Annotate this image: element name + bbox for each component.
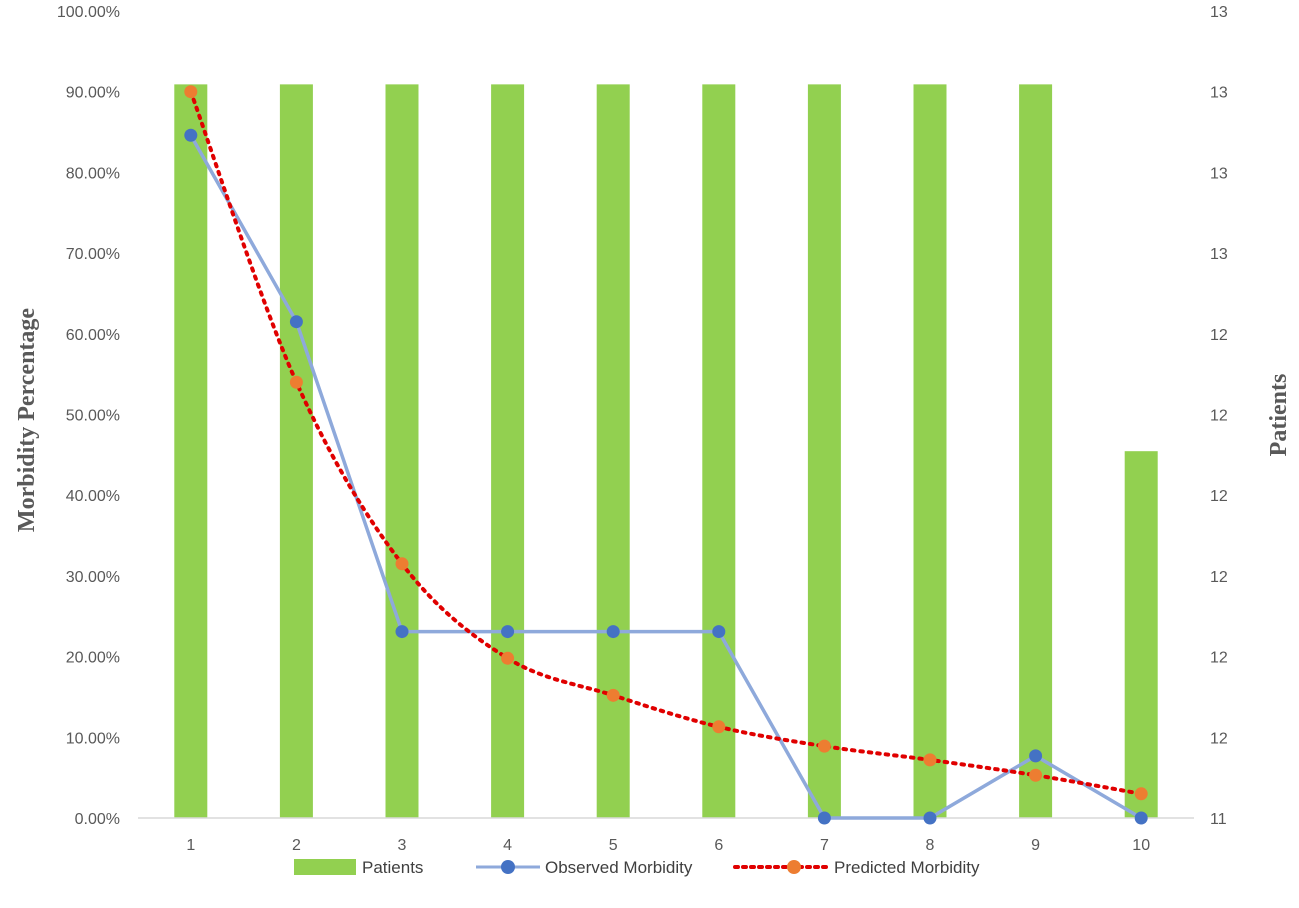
predicted-morbidity-point bbox=[817, 739, 831, 753]
x-axis-tick-label: 7 bbox=[820, 837, 829, 854]
predicted-morbidity-line bbox=[188, 89, 1144, 796]
x-axis-tick-label: 6 bbox=[714, 837, 723, 854]
right-axis-tick-label: 12 bbox=[1210, 327, 1228, 344]
patients-bar bbox=[913, 84, 947, 818]
observed-morbidity-point bbox=[1134, 811, 1148, 825]
left-axis-tick-label: 80.00% bbox=[66, 165, 120, 182]
patients-bar bbox=[1019, 84, 1053, 818]
predicted-morbidity-point bbox=[1029, 768, 1043, 782]
patients-bar bbox=[174, 84, 208, 818]
patients-bar bbox=[491, 84, 525, 818]
predicted-morbidity-point bbox=[395, 557, 409, 571]
observed-morbidity-series bbox=[184, 128, 1148, 825]
patients-bar bbox=[702, 84, 736, 818]
patients-bar bbox=[385, 84, 419, 818]
legend-observed-label: Observed Morbidity bbox=[545, 858, 693, 877]
x-axis-tick-label: 1 bbox=[186, 837, 195, 854]
right-axis-tick-label: 12 bbox=[1210, 650, 1228, 667]
right-axis-tick-label: 12 bbox=[1210, 569, 1228, 586]
observed-morbidity-point bbox=[817, 811, 831, 825]
x-axis-tick-label: 5 bbox=[609, 837, 618, 854]
predicted-morbidity-point bbox=[1134, 787, 1148, 801]
x-axis-tick-label: 2 bbox=[292, 837, 301, 854]
predicted-morbidity-point bbox=[501, 651, 515, 665]
right-axis-tick-label: 11 bbox=[1210, 811, 1227, 828]
x-axis-tick-label: 9 bbox=[1031, 837, 1040, 854]
predicted-morbidity-point bbox=[289, 375, 303, 389]
observed-morbidity-point bbox=[1029, 749, 1043, 763]
left-axis-tick-label: 0.00% bbox=[75, 811, 120, 828]
right-axis-tick-label: 13 bbox=[1210, 165, 1228, 182]
predicted-morbidity-point bbox=[923, 753, 937, 767]
left-axis-ticks: 0.00% 10.00% 20.00% 30.00% 40.00% 50.00% 60.00… bbox=[57, 4, 120, 828]
legend: Patients Observed Morbidity Predicted Mo… bbox=[294, 858, 980, 877]
observed-morbidity-line bbox=[189, 134, 1143, 820]
right-axis-title: Patients bbox=[1266, 374, 1292, 457]
x-axis-tick-label: 4 bbox=[503, 837, 512, 854]
predicted-morbidity-point bbox=[606, 688, 620, 702]
left-axis-tick-label: 90.00% bbox=[66, 85, 120, 102]
x-axis-tick-label: 3 bbox=[398, 837, 407, 854]
left-axis-tick-label: 30.00% bbox=[66, 569, 120, 586]
legend-observed-marker bbox=[501, 860, 515, 874]
patients-bar bbox=[596, 84, 630, 818]
observed-morbidity-point bbox=[606, 625, 620, 639]
observed-morbidity-point bbox=[712, 625, 726, 639]
left-axis-tick-label: 60.00% bbox=[66, 327, 120, 344]
left-axis-title: Morbidity Percentage bbox=[14, 308, 40, 533]
right-axis-tick-label: 12 bbox=[1210, 488, 1228, 505]
predicted-morbidity-series bbox=[184, 85, 1148, 801]
observed-morbidity-point bbox=[395, 625, 409, 639]
legend-predicted-marker bbox=[787, 860, 801, 874]
right-axis-tick-label: 12 bbox=[1210, 730, 1228, 747]
legend-predicted-label: Predicted Morbidity bbox=[834, 858, 980, 877]
patients-bar bbox=[1124, 451, 1158, 818]
left-axis-tick-label: 40.00% bbox=[66, 488, 120, 505]
x-axis-ticks: 1 2 3 4 5 6 7 8 9 10 bbox=[186, 837, 1150, 854]
right-axis-tick-label: 13 bbox=[1210, 246, 1228, 263]
left-axis-tick-label: 10.00% bbox=[66, 730, 120, 747]
right-axis-tick-label: 12 bbox=[1210, 408, 1228, 425]
patients-bar bbox=[807, 84, 841, 818]
right-axis-tick-label: 13 bbox=[1210, 85, 1228, 102]
left-axis-tick-label: 50.00% bbox=[66, 408, 120, 425]
x-axis-tick-label: 10 bbox=[1132, 837, 1150, 854]
observed-morbidity-point bbox=[501, 625, 515, 639]
observed-morbidity-point bbox=[289, 315, 303, 329]
patients-bars bbox=[174, 84, 1158, 818]
predicted-morbidity-point bbox=[712, 720, 726, 734]
legend-patients-label: Patients bbox=[362, 858, 423, 877]
right-axis-ticks: 11 12 12 12 12 12 12 13 13 13 13 bbox=[1210, 4, 1228, 828]
left-axis-tick-label: 70.00% bbox=[66, 246, 120, 263]
left-axis-tick-label: 100.00% bbox=[57, 4, 120, 21]
legend-patients-swatch bbox=[294, 859, 356, 875]
x-axis-tick-label: 8 bbox=[926, 837, 935, 854]
predicted-morbidity-point bbox=[184, 85, 198, 99]
left-axis-tick-label: 20.00% bbox=[66, 650, 120, 667]
right-axis-tick-label: 13 bbox=[1210, 4, 1228, 21]
observed-morbidity-point bbox=[923, 811, 937, 825]
observed-morbidity-point bbox=[184, 128, 198, 142]
patients-bar bbox=[279, 84, 313, 818]
